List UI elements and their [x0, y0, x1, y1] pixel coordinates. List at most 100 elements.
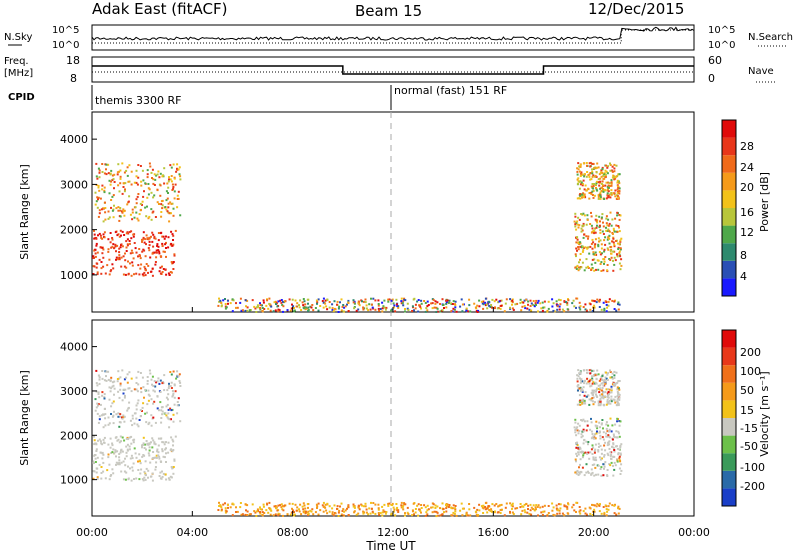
- power-cell: [586, 247, 589, 250]
- power-cell: [126, 244, 129, 247]
- power-cell: [610, 182, 613, 185]
- velocity-cell: [155, 381, 158, 384]
- velocity-cell: [92, 462, 95, 465]
- velocity-cell: [172, 394, 175, 397]
- power-cell: [289, 309, 292, 312]
- power-cell: [145, 263, 148, 265]
- power-cell: [576, 238, 579, 241]
- power-cell: [167, 236, 170, 239]
- velocity-cell: [611, 504, 614, 507]
- velocity-cell: [110, 413, 112, 415]
- power-cell: [436, 310, 439, 313]
- velocity-cell: [352, 505, 355, 508]
- velocity-cell: [173, 396, 176, 399]
- velocity-cell: [593, 510, 596, 513]
- velocity-cell: [581, 419, 584, 422]
- velocity-cell: [600, 448, 603, 451]
- velocity-cell: [170, 448, 173, 451]
- velocity-cell: [156, 407, 159, 410]
- velocity-cell: [150, 414, 153, 417]
- velocity-cell: [371, 510, 374, 513]
- power-cell: [261, 307, 264, 309]
- power-cell: [93, 229, 95, 232]
- velocity-cell: [536, 506, 539, 508]
- velocity-cell: [170, 387, 173, 389]
- power-cell: [482, 300, 485, 303]
- power-cell: [130, 230, 133, 233]
- power-cell: [610, 192, 613, 194]
- power-cell: [121, 210, 123, 213]
- power-cell: [609, 164, 612, 166]
- power-cell: [132, 257, 135, 260]
- velocity-cell: [155, 454, 158, 457]
- velocity-cell: [125, 455, 128, 458]
- velocity-cell: [478, 503, 481, 506]
- velocity-cell: [138, 453, 141, 456]
- velocity-cell: [600, 376, 603, 379]
- power-cell: [460, 298, 463, 301]
- power-cell: [145, 215, 148, 218]
- power-cell: [561, 308, 564, 311]
- velocity-cell: [93, 443, 96, 446]
- power-cell: [218, 300, 221, 303]
- power-cell: [582, 162, 585, 165]
- power-cell: [407, 309, 410, 311]
- velocity-cell: [101, 452, 104, 455]
- power-cell: [362, 306, 365, 309]
- power-cell: [112, 243, 115, 246]
- velocity-cell: [600, 512, 603, 515]
- power-cell: [477, 309, 480, 312]
- power-cell: [167, 246, 170, 249]
- power-cell: [246, 309, 249, 312]
- power-cell: [117, 233, 120, 236]
- velocity-cell: [131, 457, 134, 460]
- velocity-cell: [259, 511, 262, 513]
- velocity-cell: [328, 510, 331, 513]
- velocity-cell: [417, 503, 420, 506]
- velocity-cell: [598, 510, 601, 513]
- power-cell: [618, 250, 621, 253]
- velocity-cell: [591, 389, 594, 392]
- velocity-cell: [102, 461, 105, 464]
- power-cell: [589, 223, 592, 225]
- velocity-cell: [162, 472, 165, 475]
- power-cell: [579, 194, 582, 197]
- velocity-cell: [120, 440, 122, 443]
- velocity-cell: [529, 503, 532, 506]
- velocity-cell: [144, 478, 147, 481]
- velocity-cell: [161, 441, 164, 444]
- power-cell: [613, 167, 616, 170]
- power-cell: [164, 243, 167, 246]
- power-cell: [355, 309, 358, 312]
- power-cell: [596, 298, 599, 301]
- velocity-cell: [343, 510, 346, 513]
- velocity-cell: [602, 474, 605, 477]
- power-cell: [340, 309, 343, 312]
- velocity-cell: [580, 436, 583, 439]
- velocity-cell: [419, 509, 422, 512]
- velocity-cell: [116, 450, 119, 453]
- power-cell: [614, 176, 617, 179]
- velocity-cell: [619, 446, 622, 449]
- velocity-cell: [144, 473, 147, 476]
- velocity-cell: [527, 504, 530, 507]
- power-cell: [277, 310, 280, 313]
- power-cell: [163, 250, 166, 253]
- colorbar-tick-label: -200: [740, 480, 765, 493]
- velocity-cell: [590, 417, 592, 420]
- velocity-cell: [493, 504, 496, 507]
- velocity-cell: [606, 373, 609, 376]
- power-cell: [400, 302, 403, 305]
- velocity-cell: [270, 509, 273, 512]
- velocity-cell: [173, 384, 176, 387]
- power-cell: [160, 215, 163, 218]
- power-cell: [404, 299, 407, 302]
- power-cell: [118, 235, 121, 238]
- velocity-cell: [109, 380, 112, 383]
- power-cell: [357, 308, 360, 311]
- power-cell: [161, 244, 164, 247]
- velocity-cell: [577, 369, 580, 372]
- power-cell: [616, 181, 619, 184]
- power-cell: [147, 238, 150, 241]
